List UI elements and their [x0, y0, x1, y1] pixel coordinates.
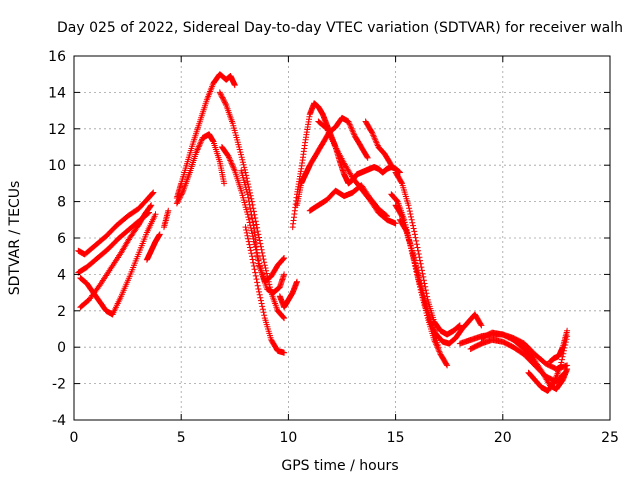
x-tick-labels: 0 5 10 15 20 25: [70, 430, 619, 446]
marker-track: [396, 216, 442, 351]
marker-track: [478, 329, 571, 393]
y-tick-label: 4: [57, 267, 66, 283]
marker-track: [392, 169, 463, 338]
marker-track: [362, 118, 395, 169]
x-tick-label: 20: [494, 430, 512, 446]
marker-track: [77, 202, 155, 311]
marker-track: [77, 275, 116, 318]
y-tick-label: 6: [57, 231, 66, 247]
series-arc-16: [294, 114, 371, 209]
marker-track: [547, 327, 571, 365]
marker-track: [238, 167, 288, 285]
chart-title: Day 025 of 2022, Sidereal Day-to-day VTE…: [57, 20, 623, 36]
series-arc-10: [216, 89, 288, 322]
marker-track: [161, 207, 172, 231]
y-tick-label: 16: [48, 49, 66, 65]
y-tick-label: 0: [57, 340, 66, 356]
series-arc-19: [362, 118, 395, 169]
marker-track: [242, 224, 288, 356]
series-arc-4: [77, 275, 116, 318]
x-tick-label: 15: [387, 430, 405, 446]
series-arc-12: [238, 167, 288, 285]
marker-track: [525, 333, 571, 394]
series-arc-7: [161, 207, 172, 231]
y-tick-label: 14: [48, 85, 66, 101]
marker-track: [173, 131, 228, 207]
x-tick-label: 0: [70, 430, 79, 446]
series-arc-18: [315, 118, 399, 227]
y-tick-label: 10: [48, 158, 66, 174]
x-axis-label: GPS time / hours: [281, 458, 398, 474]
marker-track: [109, 211, 159, 318]
grid: [74, 56, 610, 420]
y-tick-label: -4: [52, 413, 66, 429]
y-tick-label: 2: [57, 304, 66, 320]
series-arc-9: [173, 131, 228, 207]
y-tick-label: 12: [48, 122, 66, 138]
series-arc-14: [276, 278, 300, 311]
y-tick-labels: -4 -2 0 2 4 6 8 10 12 14 16: [48, 49, 66, 429]
x-tick-label: 5: [177, 430, 186, 446]
series-arc-28: [547, 327, 571, 365]
series-arc-6: [143, 231, 163, 263]
series-arc-3: [77, 202, 155, 311]
series-arc-5: [109, 211, 159, 318]
marker-track: [294, 114, 371, 209]
y-tick-label: 8: [57, 195, 66, 211]
y-tick-label: -2: [52, 377, 66, 393]
series-arc-23: [396, 216, 442, 351]
series-arc-26: [478, 329, 571, 393]
x-tick-label: 10: [279, 430, 297, 446]
marker-track: [216, 89, 288, 322]
series-arc-13: [242, 224, 288, 356]
marker-track: [143, 231, 163, 263]
series-arc-20: [392, 169, 463, 338]
axis-ticks: [73, 55, 611, 421]
series-arc-27: [525, 333, 571, 394]
x-tick-label: 25: [601, 430, 619, 446]
y-axis-label: SDTVAR / TECUs: [7, 181, 23, 296]
series-arc-1: [75, 189, 157, 258]
marker-track: [75, 189, 157, 258]
data-points: [75, 71, 571, 394]
marker-track: [276, 278, 300, 311]
